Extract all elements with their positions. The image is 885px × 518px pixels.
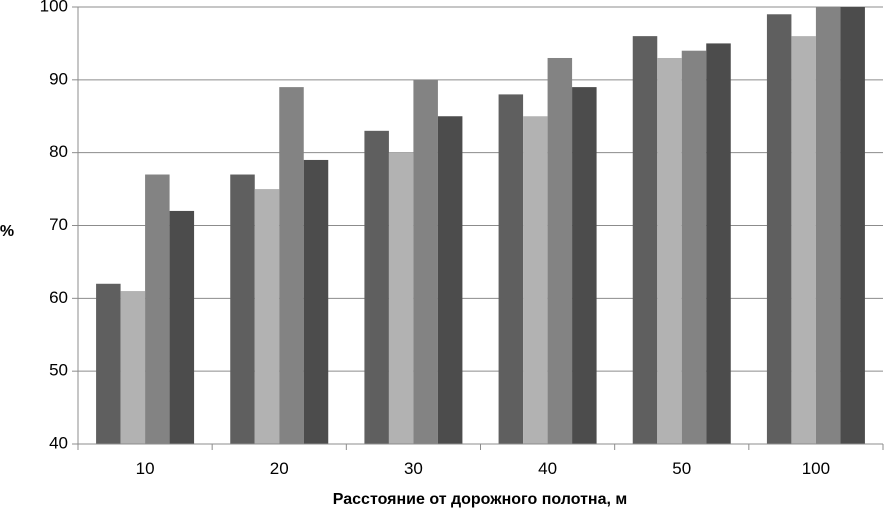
bar-50-series-2 bbox=[657, 57, 682, 444]
bar-30-series-1 bbox=[364, 130, 389, 445]
bar-10-series-4 bbox=[169, 210, 195, 444]
x-axis-title: Расстояние от дорожного полотна, м bbox=[333, 491, 627, 508]
bar-20-series-4 bbox=[303, 159, 329, 444]
bar-10-series-1 bbox=[96, 283, 121, 444]
bar-50-series-1 bbox=[632, 36, 658, 445]
bar-30-series-3 bbox=[413, 79, 438, 444]
y-tick-label: 50 bbox=[49, 361, 68, 380]
y-tick-label: 90 bbox=[49, 69, 68, 88]
bar-10-series-3 bbox=[145, 174, 170, 444]
x-tick-labels: 10 20 30 40 50 100 bbox=[136, 459, 830, 478]
y-tick-label: 70 bbox=[49, 215, 68, 234]
y-axis-title: % bbox=[0, 223, 14, 240]
bar-100-series-4 bbox=[840, 7, 865, 444]
bar-100-series-2 bbox=[791, 36, 816, 445]
x-tick-label: 50 bbox=[672, 459, 691, 478]
bar-10-series-2 bbox=[120, 291, 146, 444]
gridlines bbox=[72, 6, 883, 445]
bar-30-series-2 bbox=[388, 152, 414, 444]
bar-50-series-3 bbox=[681, 50, 707, 444]
bar-30-series-4 bbox=[437, 116, 463, 444]
bar-40-series-4 bbox=[572, 87, 597, 444]
bar-40-series-1 bbox=[498, 94, 524, 445]
x-tick-label: 30 bbox=[404, 459, 423, 478]
y-tick-label: 60 bbox=[49, 288, 68, 307]
x-tick-label: 10 bbox=[136, 459, 155, 478]
axes bbox=[77, 7, 884, 450]
x-tick-label: 20 bbox=[270, 459, 289, 478]
bar-20-series-3 bbox=[279, 87, 304, 444]
bar-100-series-1 bbox=[766, 14, 792, 445]
y-tick-label: 40 bbox=[49, 433, 68, 452]
bar-100-series-3 bbox=[815, 7, 841, 444]
bar-40-series-3 bbox=[547, 57, 573, 444]
y-tick-labels: 40 50 60 70 80 90 100 bbox=[40, 0, 68, 452]
bar-40-series-2 bbox=[523, 116, 548, 444]
x-tick-label: 100 bbox=[802, 459, 830, 478]
bars bbox=[96, 7, 865, 445]
bar-20-series-1 bbox=[230, 174, 255, 444]
y-tick-label: 80 bbox=[49, 142, 68, 161]
bar-50-series-4 bbox=[706, 43, 731, 445]
x-tick-label: 40 bbox=[538, 459, 557, 478]
y-tick-label: 100 bbox=[40, 0, 68, 15]
bar-20-series-2 bbox=[254, 189, 280, 444]
